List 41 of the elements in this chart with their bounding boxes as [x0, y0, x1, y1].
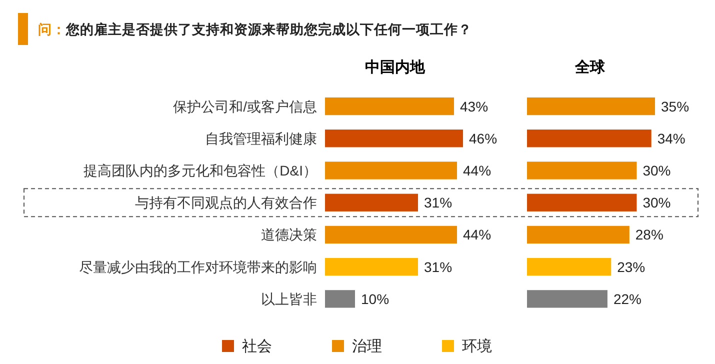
data-label: 44% — [463, 162, 492, 178]
y-tick-label: 道德决策 — [261, 226, 317, 243]
data-label: 23% — [617, 258, 646, 275]
data-label: 10% — [361, 290, 390, 307]
y-tick-label: 提高团队内的多元化和包容性（D&I） — [84, 162, 317, 178]
y-tick-label: 以上皆非 — [261, 290, 317, 307]
data-label: 46% — [469, 130, 498, 146]
y-tick-label: 尽量减少由我的工作对环境带来的影响 — [79, 258, 317, 275]
y-tick-label: 与持有不同观点的人有效合作 — [135, 194, 317, 211]
bar — [527, 290, 608, 308]
bar — [325, 130, 463, 148]
data-label: 35% — [661, 98, 690, 114]
bar — [325, 290, 355, 308]
data-label: 43% — [460, 98, 488, 114]
data-label: 30% — [642, 194, 671, 211]
y-tick-label: 自我管理福利健康 — [205, 130, 317, 146]
bar — [325, 194, 418, 212]
legend-label: 社会 — [242, 338, 272, 355]
data-label: 31% — [424, 258, 452, 275]
y-tick-label: 保护公司和/或客户信息 — [173, 98, 317, 114]
chart-title: 全球 — [574, 59, 606, 76]
chart-title: 问：您的雇主是否提供了支持和资源来帮助您完成以下任何一项工作？ — [38, 21, 472, 37]
bar — [325, 162, 457, 180]
bar — [527, 226, 630, 244]
legend-label: 治理 — [352, 338, 382, 355]
bar — [325, 226, 457, 244]
bar — [527, 97, 655, 116]
data-label: 34% — [657, 130, 686, 146]
bar — [527, 162, 637, 180]
chart-subtitle: 中国内地 — [365, 59, 426, 76]
data-label: 31% — [424, 194, 452, 211]
data-label: 28% — [635, 226, 664, 243]
bar — [325, 97, 454, 116]
bar — [527, 258, 612, 276]
data-label: 22% — [613, 290, 642, 307]
data-label: 30% — [642, 162, 671, 178]
bar — [325, 258, 418, 276]
bar — [527, 194, 637, 212]
data-label: 44% — [463, 226, 492, 243]
legend-label: 环境 — [462, 338, 492, 355]
bar — [527, 130, 652, 148]
